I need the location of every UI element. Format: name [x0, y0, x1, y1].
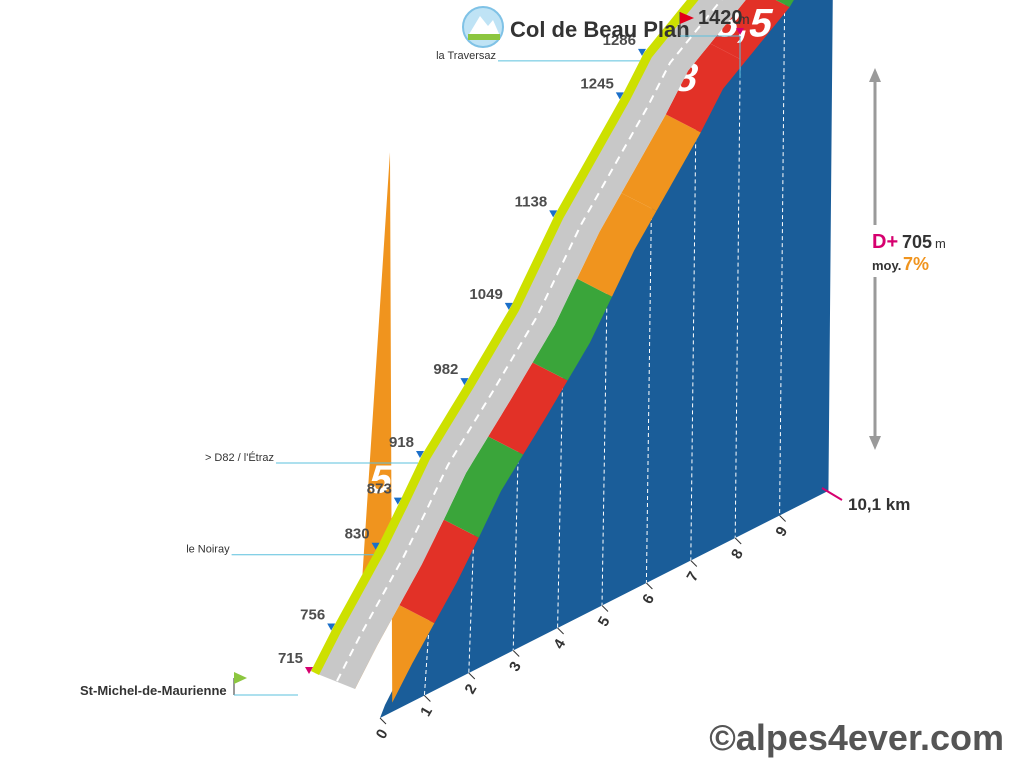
- grade-label-3: 8: [410, 384, 444, 429]
- km-tick-label-1: 1: [417, 704, 436, 720]
- altitude-marker-icon-4: [416, 450, 424, 458]
- climb-title: Col de Beau Plan: [510, 17, 690, 42]
- grade-label-0: 6,5: [199, 629, 266, 674]
- start-name: St-Michel-de-Maurienne: [80, 683, 227, 698]
- grade-segment-6: [621, 114, 701, 212]
- grade-segment-3: [488, 362, 568, 455]
- km-tick-7: [690, 560, 698, 567]
- km-dash-line-9: [779, 5, 786, 516]
- altitude-marker-icon-0: [305, 667, 313, 674]
- altitude-marker-icon-7: [549, 210, 558, 218]
- km-dash-line-6: [645, 209, 652, 584]
- average-value: 7%: [903, 254, 929, 274]
- mountain-logo-peak: [468, 16, 500, 36]
- km-tick-label-6: 6: [639, 591, 658, 607]
- summit-altitude: 1420: [698, 7, 743, 29]
- altitude-markers: 7157568308739189821049113812451286134713…: [186, 32, 646, 674]
- grade-segment-2: [443, 436, 524, 538]
- altitude-label-0: 715: [278, 650, 303, 667]
- km-tick-8: [734, 537, 742, 545]
- altitude-marker-icon-5: [460, 378, 469, 386]
- km-tick-0: [379, 717, 387, 725]
- km-tick-label-5: 5: [595, 614, 614, 630]
- altitude-label-5: 982: [433, 361, 458, 378]
- grade-segment-7: [665, 43, 746, 133]
- grade-segment-5: [577, 193, 657, 297]
- km-tick-3: [512, 650, 520, 657]
- grade-segment-4: [532, 278, 612, 381]
- grade-segment-9: [775, 0, 794, 8]
- altitude-marker-icon-2: [371, 542, 380, 550]
- km-tick-label-4: 4: [550, 636, 569, 652]
- km-dash-line-2: [468, 535, 475, 674]
- altitude-marker-icon-6: [504, 302, 513, 310]
- km-dash-line-3: [512, 452, 519, 651]
- km-tick-label-0: 0: [373, 726, 392, 742]
- grade-segment-1: [399, 519, 479, 624]
- km-dash-line-5: [601, 294, 608, 606]
- km-tick-label-3: 3: [506, 659, 525, 675]
- km-tick-label-2: 2: [462, 681, 481, 697]
- waypoint-label-1: > D82 / l'Étraz: [205, 451, 274, 464]
- km-tick-1: [424, 695, 431, 702]
- km-dash-line-7: [690, 130, 697, 561]
- mountain-logo-grass: [468, 34, 500, 40]
- waypoint-label-2: la Traversaz: [436, 50, 496, 62]
- altitude-label-7: 1138: [515, 193, 548, 210]
- altitude-label-6: 1049: [469, 286, 502, 303]
- altitude-label-1: 756: [300, 606, 325, 623]
- altitude-label-2: 830: [345, 526, 370, 543]
- summit-pin-icon: [736, 28, 744, 35]
- altitude-marker-icon-8: [615, 92, 624, 100]
- km-tick-label-9: 9: [772, 524, 791, 540]
- km-dash-line-8: [734, 59, 741, 539]
- altitude-label-9: 1286: [603, 32, 636, 49]
- elevation-gain-value: 705: [902, 232, 932, 252]
- total-distance: 10,1 km: [848, 495, 910, 514]
- km-dashed-lines: [423, 5, 786, 696]
- altitude-marker-icon-3: [393, 497, 402, 505]
- summit-unit: m: [738, 11, 750, 27]
- arrow-down-icon: [869, 436, 881, 450]
- altitude-marker-icon-1: [327, 623, 336, 631]
- elevation-gain-block: D+ 705 m moy. 7%: [864, 68, 954, 450]
- km-dash-line-1: [423, 621, 430, 696]
- elevation-gain-unit: m: [935, 236, 946, 251]
- km-tick-2: [468, 672, 476, 680]
- arrow-up-icon: [869, 68, 881, 82]
- road-edge: [310, 0, 699, 676]
- start-flag-icon: [234, 672, 247, 684]
- grade-segment-8: [710, 0, 790, 62]
- elevation-gain-label: D+: [872, 231, 898, 253]
- km-tick-label-8: 8: [728, 546, 747, 562]
- grade-label-2: 4,5: [331, 457, 398, 502]
- altitude-label-8: 1245: [580, 75, 613, 92]
- waypoint-label-0: le Noiray: [186, 544, 230, 556]
- summit-flag-icon: [680, 12, 694, 24]
- km-tick-label-7: 7: [684, 569, 703, 585]
- road-centerline: [336, 0, 723, 682]
- summit-marker: 1420 m: [679, 7, 750, 78]
- road-surface: [310, 0, 746, 689]
- altitude-label-4: 918: [389, 434, 414, 451]
- km-tick-9: [779, 515, 786, 522]
- km-tick-6: [646, 582, 653, 590]
- km-tick-5: [601, 605, 609, 612]
- copyright: ©alpes4ever.com: [709, 717, 1004, 758]
- start-marker: St-Michel-de-Maurienne: [80, 672, 298, 698]
- title-block: Col de Beau Plan: [462, 6, 690, 48]
- altitude-marker-icon-9: [638, 48, 646, 56]
- km-tick-4: [557, 627, 564, 635]
- altitude-label-3: 873: [367, 481, 392, 498]
- average-label: moy.: [872, 258, 901, 273]
- total-distance-block: 10,1 km: [821, 487, 910, 514]
